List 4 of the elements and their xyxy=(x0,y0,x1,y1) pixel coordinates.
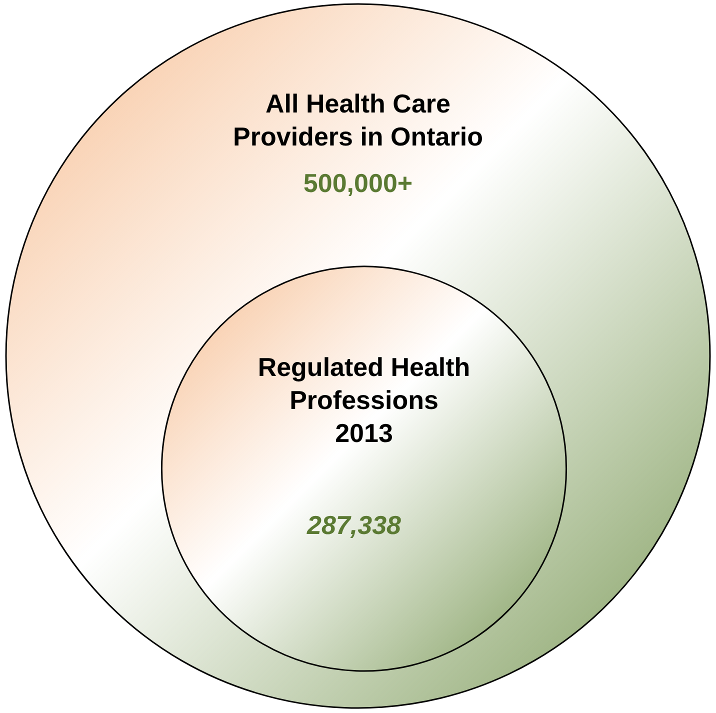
category-label: Regulated Health Professions 2013 xyxy=(258,352,470,448)
data-label: 287,338 xyxy=(306,510,402,540)
data-label: 500,000+ xyxy=(303,168,413,198)
category-label: All Health Care Providers in Ontario xyxy=(233,88,483,152)
